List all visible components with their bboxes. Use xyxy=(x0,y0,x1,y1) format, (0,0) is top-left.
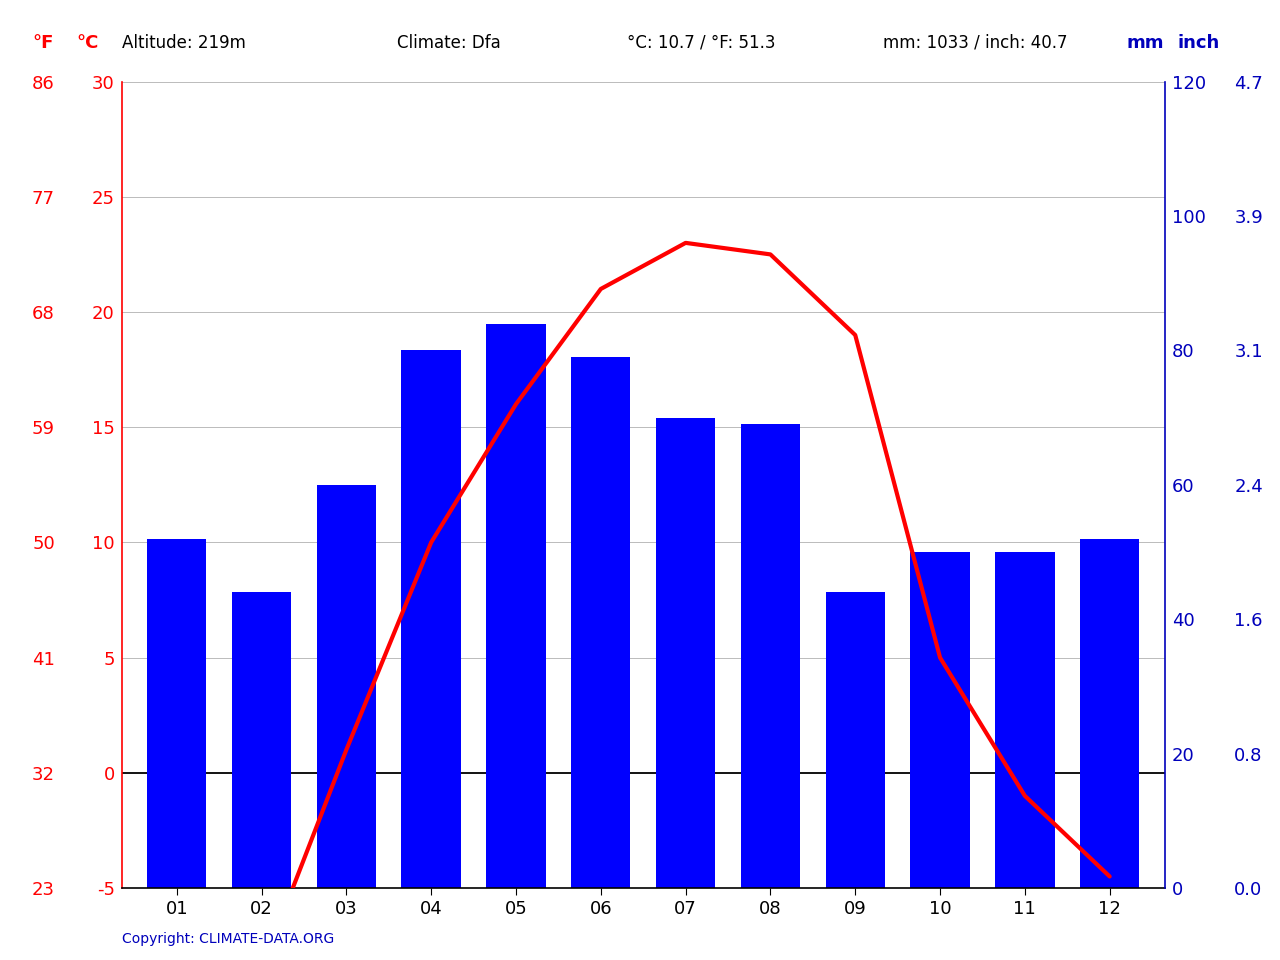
Bar xyxy=(741,424,800,888)
Text: °C: °C xyxy=(77,34,99,52)
Bar xyxy=(232,592,292,888)
Bar xyxy=(1080,539,1139,888)
Bar xyxy=(826,592,884,888)
Bar xyxy=(571,357,631,888)
Bar xyxy=(486,324,545,888)
Bar xyxy=(402,350,461,888)
Text: Copyright: CLIMATE-DATA.ORG: Copyright: CLIMATE-DATA.ORG xyxy=(122,931,334,946)
Bar xyxy=(910,552,970,888)
Text: mm: 1033 / inch: 40.7: mm: 1033 / inch: 40.7 xyxy=(883,34,1068,52)
Bar xyxy=(655,418,716,888)
Text: Altitude: 219m: Altitude: 219m xyxy=(122,34,246,52)
Text: °C: 10.7 / °F: 51.3: °C: 10.7 / °F: 51.3 xyxy=(627,34,776,52)
Bar xyxy=(316,485,376,888)
Text: mm: mm xyxy=(1126,34,1164,52)
Text: inch: inch xyxy=(1178,34,1220,52)
Text: °F: °F xyxy=(32,34,54,52)
Bar xyxy=(147,539,206,888)
Text: Climate: Dfa: Climate: Dfa xyxy=(397,34,500,52)
Bar xyxy=(995,552,1055,888)
